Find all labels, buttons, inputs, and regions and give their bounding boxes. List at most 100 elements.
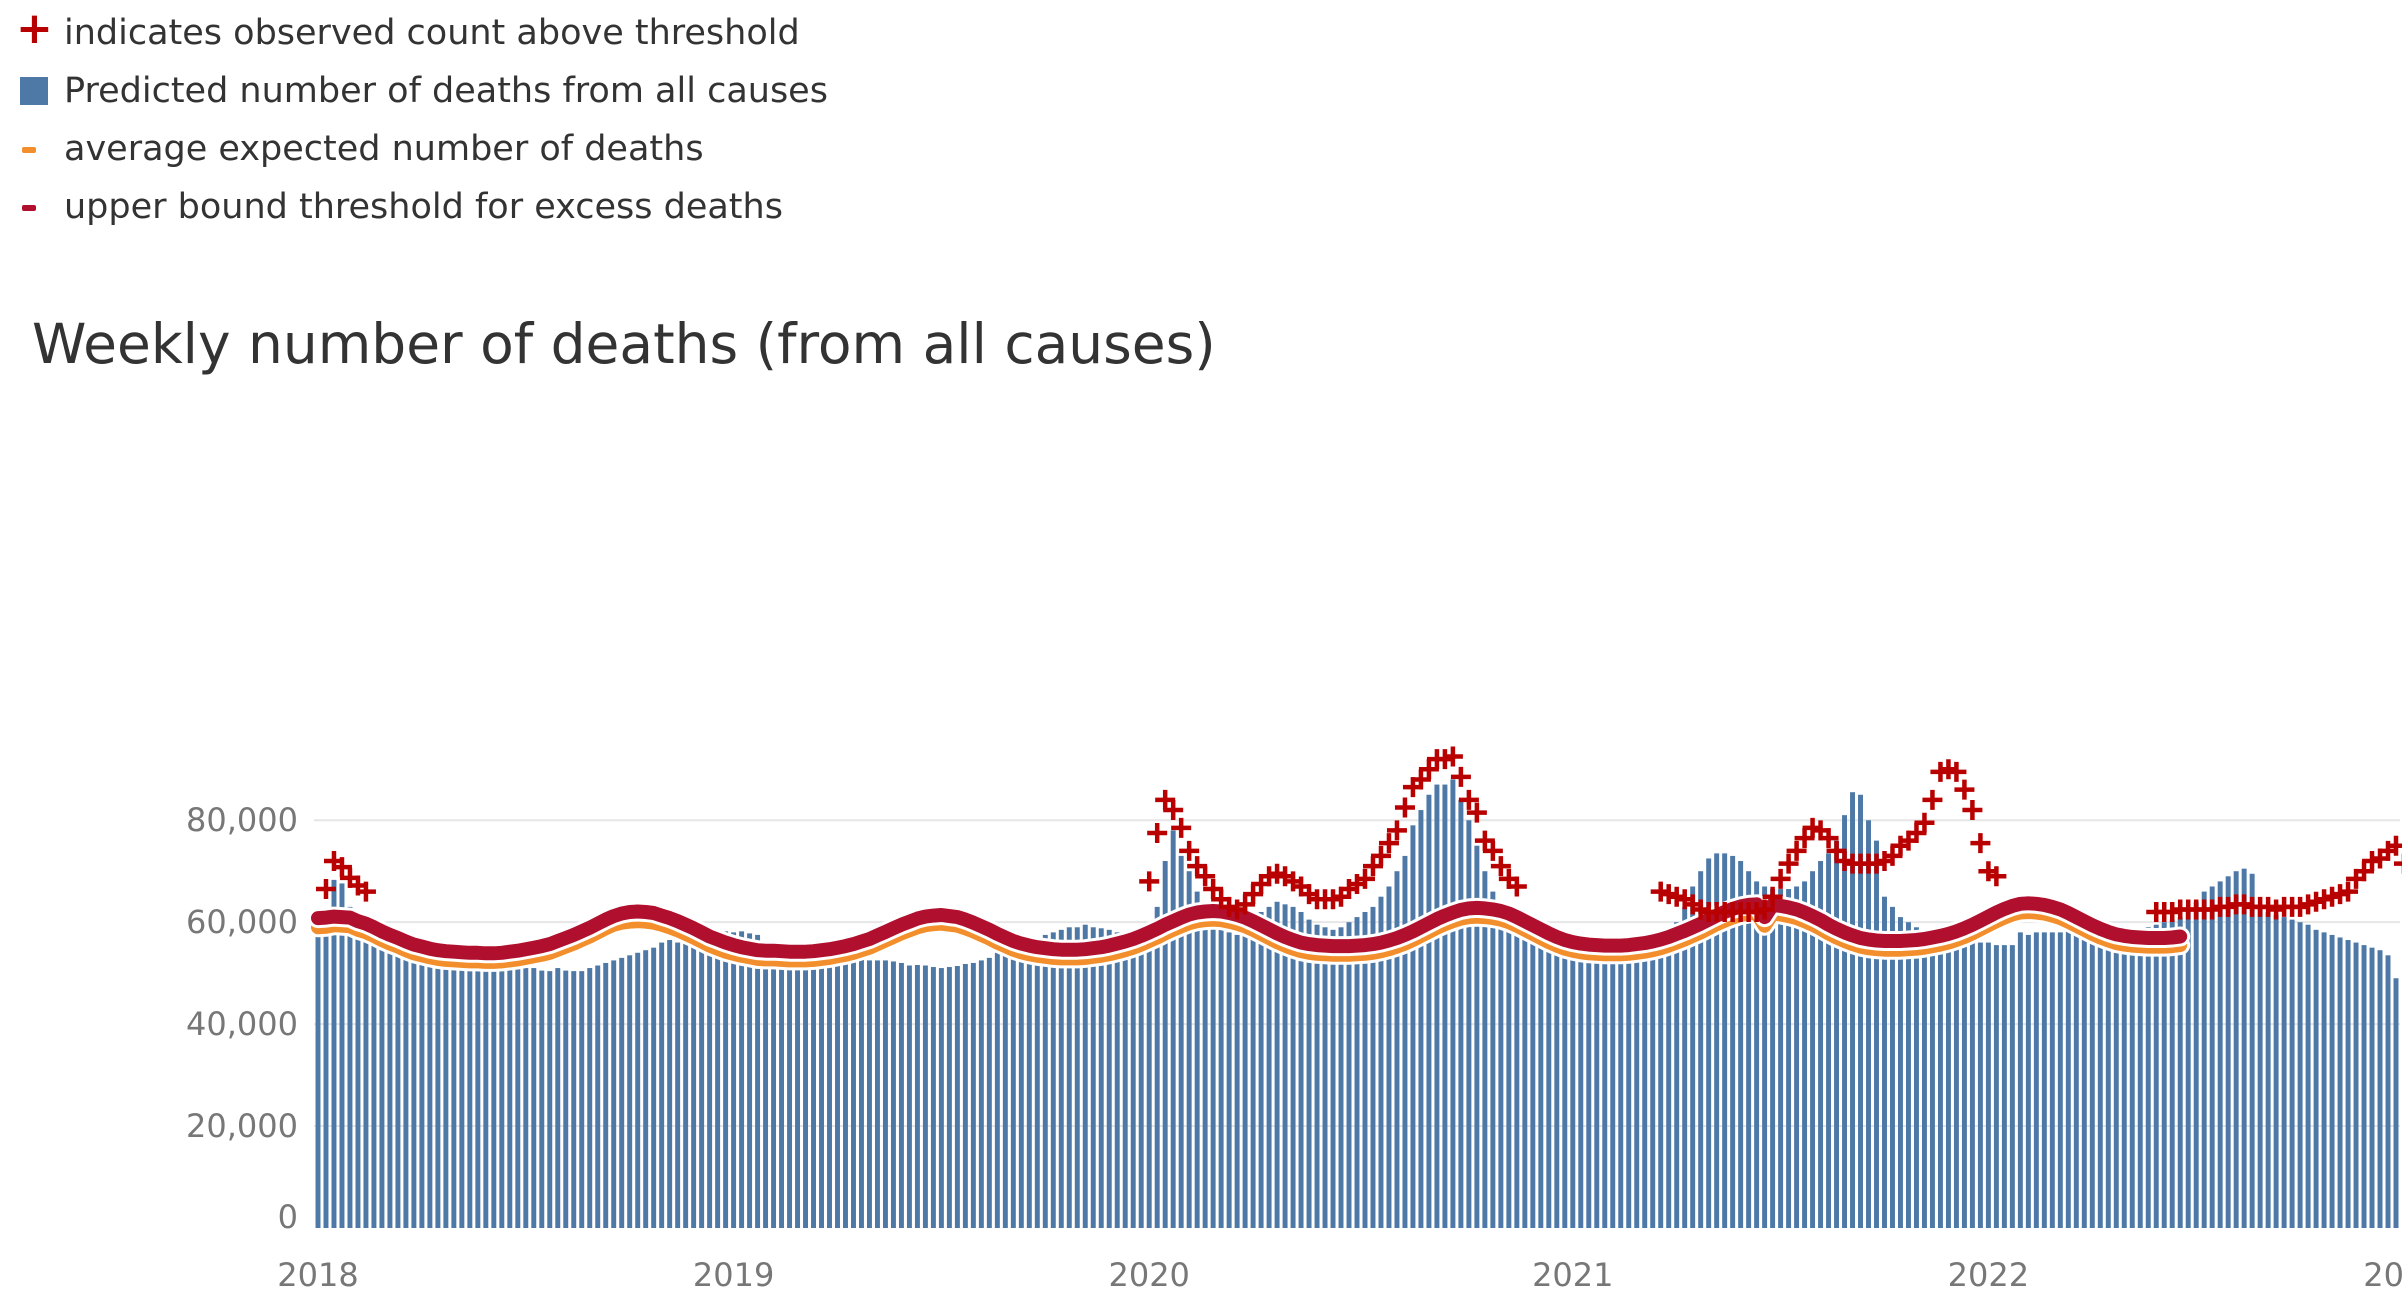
bar bbox=[2025, 934, 2031, 1228]
bar bbox=[347, 906, 353, 1228]
bar bbox=[1458, 799, 1464, 1228]
bar bbox=[2337, 937, 2343, 1228]
legend: + indicates observed count above thresho… bbox=[14, 4, 828, 236]
bar bbox=[579, 971, 585, 1228]
bar bbox=[323, 929, 329, 1228]
bar bbox=[1282, 904, 1288, 1228]
bar bbox=[1050, 932, 1056, 1228]
legend-item-predicted: Predicted number of deaths from all caus… bbox=[14, 62, 828, 120]
bar bbox=[1058, 929, 1064, 1228]
bar bbox=[563, 970, 569, 1228]
bar bbox=[1794, 886, 1800, 1228]
above-threshold-marker bbox=[2394, 853, 2402, 874]
bar bbox=[587, 968, 593, 1228]
above-threshold-marker bbox=[1506, 876, 1527, 897]
bar bbox=[1602, 940, 1608, 1228]
bar bbox=[1266, 906, 1272, 1228]
bar bbox=[371, 927, 377, 1228]
legend-label: Predicted number of deaths from all caus… bbox=[64, 71, 828, 111]
bar bbox=[1858, 794, 1863, 1228]
above-threshold-marker bbox=[1163, 800, 1184, 821]
bar bbox=[2073, 929, 2079, 1228]
bar bbox=[1618, 940, 1624, 1228]
bar bbox=[1490, 891, 1496, 1228]
bar bbox=[882, 960, 888, 1228]
bar bbox=[1506, 911, 1512, 1228]
bar bbox=[1594, 940, 1600, 1228]
bar bbox=[1834, 840, 1840, 1228]
bar bbox=[2041, 932, 2047, 1228]
above-threshold-marker bbox=[1882, 845, 1903, 866]
above-threshold-marker bbox=[1762, 886, 1783, 907]
bar bbox=[1026, 940, 1032, 1228]
legend-item-threshold: upper bound threshold for excess deaths bbox=[14, 178, 828, 236]
bar bbox=[2233, 871, 2239, 1228]
above-threshold-marker bbox=[1394, 797, 1415, 818]
bar bbox=[1330, 929, 1336, 1228]
bar bbox=[1354, 917, 1360, 1228]
bar bbox=[2161, 922, 2167, 1228]
bar bbox=[1562, 933, 1568, 1228]
bar bbox=[1778, 889, 1784, 1228]
bar bbox=[2049, 932, 2055, 1228]
above-threshold-marker bbox=[2338, 881, 2359, 902]
bar bbox=[803, 953, 809, 1228]
bar bbox=[1546, 929, 1552, 1228]
bar bbox=[1066, 927, 1072, 1228]
bar bbox=[1162, 861, 1168, 1228]
bar bbox=[315, 932, 321, 1228]
bar bbox=[443, 952, 449, 1228]
bar bbox=[715, 932, 721, 1228]
above-threshold-marker bbox=[1962, 800, 1983, 821]
above-threshold-marker bbox=[1778, 853, 1799, 874]
bar bbox=[1650, 934, 1656, 1228]
bar bbox=[2169, 919, 2175, 1228]
bar bbox=[2281, 917, 2287, 1228]
above-threshold-marker bbox=[1786, 840, 1807, 861]
bar bbox=[683, 932, 689, 1228]
above-threshold-marker bbox=[1818, 828, 1839, 849]
bar bbox=[363, 924, 369, 1228]
bar bbox=[922, 965, 928, 1228]
bar bbox=[906, 965, 912, 1228]
bar bbox=[1610, 940, 1616, 1228]
bar bbox=[890, 961, 896, 1228]
above-threshold-marker bbox=[1386, 820, 1407, 841]
square-swatch-icon bbox=[20, 77, 48, 105]
bar bbox=[1706, 858, 1712, 1228]
bar bbox=[2121, 932, 2127, 1228]
y-tick-label: 40,000 bbox=[186, 1005, 298, 1043]
bar bbox=[2329, 934, 2335, 1228]
bar bbox=[2393, 978, 2399, 1228]
bar bbox=[1514, 919, 1520, 1228]
bar bbox=[835, 956, 840, 1228]
bar bbox=[723, 931, 729, 1228]
y-tick-label: 80,000 bbox=[186, 801, 298, 839]
bar bbox=[2089, 929, 2095, 1228]
above-threshold-marker bbox=[331, 857, 352, 878]
bar bbox=[1969, 942, 1975, 1228]
bar bbox=[571, 971, 577, 1228]
bar bbox=[970, 962, 976, 1228]
above-threshold-marker bbox=[1354, 868, 1375, 889]
bar bbox=[795, 952, 801, 1228]
bar bbox=[1754, 881, 1760, 1228]
bar bbox=[1538, 927, 1544, 1228]
orange-dash-icon bbox=[22, 147, 36, 153]
bar bbox=[747, 933, 753, 1228]
bar bbox=[2249, 873, 2255, 1228]
above-threshold-marker bbox=[1155, 789, 1176, 810]
bar bbox=[1362, 911, 1368, 1228]
bar bbox=[1961, 942, 1967, 1228]
bar bbox=[411, 942, 417, 1228]
bar bbox=[1985, 942, 1991, 1228]
above-threshold-marker bbox=[1418, 759, 1439, 780]
bar bbox=[1194, 891, 1200, 1228]
bar bbox=[395, 937, 401, 1228]
bar bbox=[819, 955, 824, 1228]
y-tick-label: 60,000 bbox=[186, 903, 298, 941]
y-axis-ticks: 0 20,000 40,000 60,000 80,000 bbox=[186, 801, 298, 1236]
above-threshold-marker bbox=[1410, 769, 1431, 790]
bar bbox=[2305, 924, 2311, 1228]
bar bbox=[1802, 881, 1808, 1228]
